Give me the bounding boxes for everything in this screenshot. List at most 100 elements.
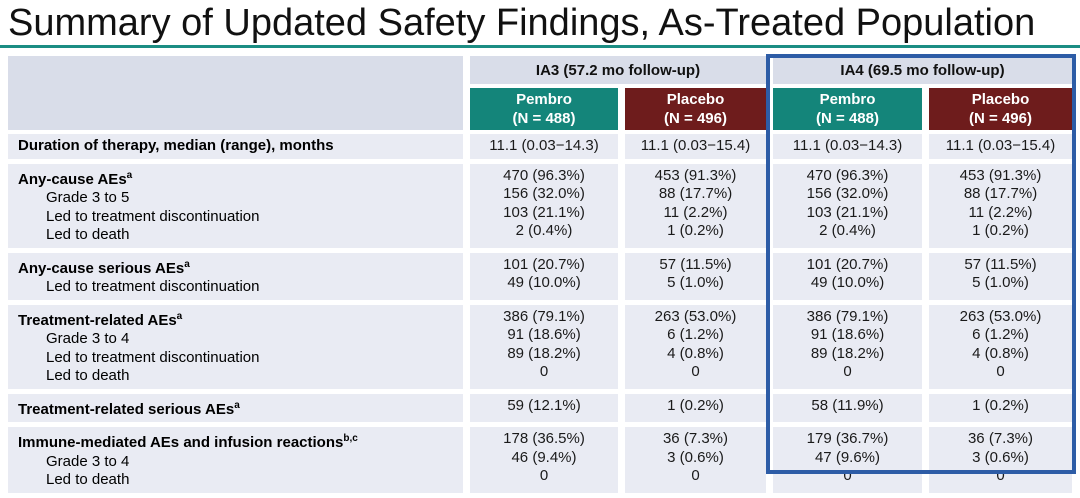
data-cell: 0	[691, 363, 700, 380]
row-labels-block: Immune-mediated AEs and infusion reactio…	[8, 427, 463, 493]
data-cell: 36 (7.3%)	[662, 430, 729, 447]
data-column-block: 57 (11.5%) 5 (1.0%)	[929, 252, 1072, 300]
row-label: Led to treatment discontinuation	[46, 348, 260, 366]
data-cell: 49 (10.0%)	[810, 274, 885, 291]
footnote-marker: a	[184, 258, 190, 270]
data-column-block: 36 (7.3%) 3 (0.6%) 0	[929, 427, 1072, 493]
data-cell: 59 (12.1%)	[507, 396, 581, 414]
safety-table: IA3 (57.2 mo follow-up) IA4 (69.5 mo fol…	[8, 54, 1076, 498]
data-cell: 453 (91.3%)	[959, 166, 1042, 184]
row-label: Grade 3 to 4	[46, 452, 130, 470]
row-label: Led to death	[46, 471, 130, 488]
data-column-block: 11.1 (0.03−15.4)	[625, 134, 766, 159]
data-cell: 4 (0.8%)	[972, 344, 1029, 362]
row-group: Treatment-related serious AEsa 59 (12.1%)…	[8, 393, 1072, 422]
data-cell: 11 (2.2%)	[663, 203, 728, 221]
arm-n: (N = 496)	[664, 110, 727, 127]
data-cell: 263 (53.0%)	[654, 307, 737, 325]
data-column-block: 101 (20.7%) 49 (10.0%)	[470, 252, 618, 300]
arm-name: Placebo	[971, 91, 1030, 108]
data-cell: 2 (0.4%)	[515, 222, 573, 239]
arm-n: (N = 488)	[512, 110, 576, 127]
data-cell: 47 (9.6%)	[814, 448, 881, 466]
ia4-group-header: IA4 (69.5 mo follow-up)	[773, 56, 1072, 84]
data-cell: 386 (79.1%)	[503, 307, 585, 325]
data-cell: 103 (21.1%)	[503, 203, 585, 221]
table-header: IA3 (57.2 mo follow-up) IA4 (69.5 mo fol…	[8, 56, 1072, 130]
data-cell: 91 (18.6%)	[810, 326, 885, 343]
row-labels-block: Treatment-related serious AEsa	[8, 393, 463, 422]
data-cell: 1 (0.2%)	[667, 222, 724, 239]
data-column-block: 11.1 (0.03−15.4)	[929, 134, 1072, 159]
data-cell: 46 (9.4%)	[511, 448, 577, 466]
row-labels-block: Any-cause serious AEsa Led to treatment d…	[8, 252, 463, 300]
data-cell: 89 (18.2%)	[507, 344, 581, 362]
row-label: Grade 3 to 4	[46, 330, 130, 347]
data-column-block: 36 (7.3%) 3 (0.6%) 0	[625, 427, 766, 493]
data-cell: 11 (2.2%)	[968, 203, 1033, 221]
data-column-block: 1 (0.2%)	[929, 393, 1072, 422]
ia3-group-header: IA3 (57.2 mo follow-up)	[470, 56, 766, 84]
data-column-block: 11.1 (0.03−14.3)	[470, 134, 618, 159]
data-column-block: 58 (11.9%)	[773, 393, 922, 422]
data-cell: 0	[539, 363, 549, 380]
row-label: Led to death	[46, 226, 130, 243]
data-cell: 5 (1.0%)	[972, 274, 1029, 291]
arm-n: (N = 496)	[969, 110, 1032, 127]
data-cell: 0	[539, 467, 549, 484]
data-cell: 5 (1.0%)	[667, 274, 724, 291]
footnote-marker: b,c	[343, 433, 358, 444]
title-underline	[0, 45, 1080, 48]
row-label: Immune-mediated AEs and infusion reactio…	[18, 433, 358, 451]
data-cell: 156 (32.0%)	[503, 185, 585, 202]
data-cell: 49 (10.0%)	[507, 274, 581, 291]
data-column-block: 386 (79.1%) 91 (18.6%) 89 (18.2%) 0	[470, 304, 618, 389]
arm-name: Pembro	[819, 91, 876, 108]
data-column-block: 263 (53.0%) 6 (1.2%) 4 (0.8%) 0	[625, 304, 766, 389]
data-cell: 470 (96.3%)	[806, 166, 889, 184]
data-column-block: 263 (53.0%) 6 (1.2%) 4 (0.8%) 0	[929, 304, 1072, 389]
data-column-block: 59 (12.1%)	[470, 393, 618, 422]
data-cell: 11.1 (0.03−14.3)	[792, 137, 903, 154]
table-body: Duration of therapy, median (range), mon…	[8, 134, 1072, 493]
data-cell: 91 (18.6%)	[507, 326, 581, 343]
ia4-pembro-header: Pembro (N = 488)	[773, 88, 922, 130]
data-cell: 1 (0.2%)	[972, 222, 1029, 239]
row-group: Duration of therapy, median (range), mon…	[8, 134, 1072, 159]
row-label: Led to treatment discontinuation	[46, 278, 260, 295]
row-label: Any-cause AEsa	[18, 169, 133, 188]
data-column-block: 1 (0.2%)	[625, 393, 766, 422]
data-cell: 36 (7.3%)	[967, 430, 1034, 447]
data-cell: 263 (53.0%)	[959, 307, 1042, 325]
row-label: Grade 3 to 5	[46, 189, 130, 206]
ia4-placebo-header: Placebo (N = 496)	[929, 88, 1072, 130]
row-group: Any-cause serious AEsa Led to treatment d…	[8, 252, 1072, 300]
data-cell: 178 (36.5%)	[503, 430, 585, 447]
row-label: Led to death	[46, 367, 130, 384]
ia3-placebo-header: Placebo (N = 496)	[625, 88, 766, 130]
arm-name: Pembro	[516, 91, 572, 108]
data-cell: 3 (0.6%)	[667, 448, 724, 466]
data-cell: 88 (17.7%)	[963, 185, 1038, 202]
data-cell: 101 (20.7%)	[806, 255, 889, 273]
data-column-block: 453 (91.3%) 88 (17.7%) 11 (2.2%) 1 (0.2%)	[929, 163, 1072, 248]
data-cell: 11.1 (0.03−15.4)	[945, 137, 1056, 154]
arm-name: Placebo	[666, 91, 725, 108]
data-cell: 58 (11.9%)	[811, 396, 884, 414]
data-column-block: 386 (79.1%) 91 (18.6%) 89 (18.2%) 0	[773, 304, 922, 389]
data-cell: 156 (32.0%)	[806, 185, 889, 202]
data-cell: 1 (0.2%)	[972, 396, 1029, 414]
data-cell: 0	[996, 467, 1005, 484]
row-group: Immune-mediated AEs and infusion reactio…	[8, 427, 1072, 493]
data-cell: 1 (0.2%)	[667, 396, 724, 414]
data-cell: 179 (36.7%)	[806, 430, 889, 447]
data-column-block: 11.1 (0.03−14.3)	[773, 134, 922, 159]
footnote-marker: a	[176, 310, 183, 322]
data-cell: 2 (0.4%)	[819, 222, 876, 239]
data-cell: 386 (79.1%)	[806, 307, 889, 325]
data-cell: 57 (11.5%)	[964, 255, 1037, 273]
data-column-block: 470 (96.3%) 156 (32.0%) 103 (21.1%) 2 (0.4%…	[470, 163, 618, 248]
data-column-block: 178 (36.5%) 46 (9.4%) 0	[470, 427, 618, 493]
data-cell: 470 (96.3%)	[503, 166, 585, 184]
data-cell: 57 (11.5%)	[659, 255, 732, 273]
